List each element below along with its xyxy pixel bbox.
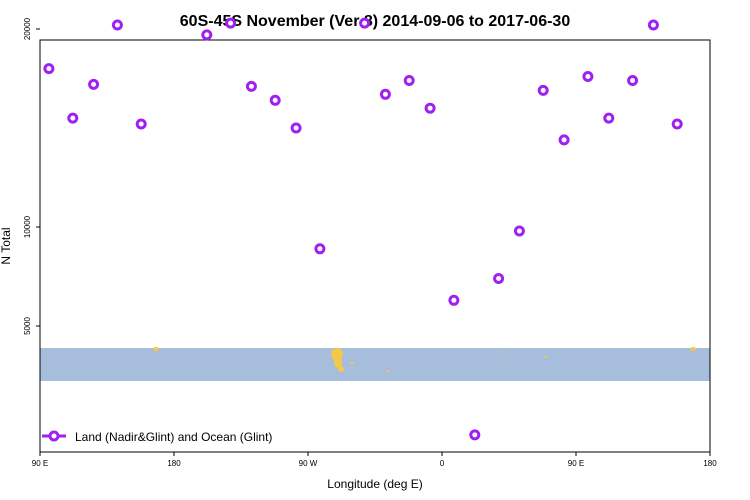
data-point [403,75,415,86]
legend-entry: Land (Nadir&Glint) and Ocean (Glint) [75,430,272,444]
data-point [424,102,436,114]
land-patch [386,370,390,372]
plot-area [39,17,711,453]
map-band [40,348,710,381]
x-tick-label: 180 [167,459,181,468]
plot-frame [39,39,711,453]
data-point [493,273,505,284]
land-patch [498,351,500,353]
data-point [269,94,281,106]
data-point [245,80,257,92]
land-patch [690,347,696,351]
data-point [379,88,391,100]
data-point [314,243,326,255]
land-masses [153,347,696,372]
data-point [537,84,549,96]
y-axis-label: N Total [0,227,13,264]
x-axis-label: Longitude (deg E) [327,477,422,491]
x-tick-label: 0 [440,459,445,468]
data-points [43,17,683,441]
data-point [135,118,147,130]
y-tick-label: 20000 [23,17,32,40]
chart-title: 60S-45S November (Ver 8) 2014-09-06 to 2… [180,13,571,30]
y-tick-label: 5000 [23,317,32,335]
data-point [111,19,123,31]
legend: Land (Nadir&Glint) and Ocean (Glint) [42,430,272,444]
land-patch [350,362,354,364]
data-point [582,71,594,82]
x-axis: 90 E 180 90 W 0 90 E 180 [32,452,717,468]
x-tick-label: 90 W [299,459,318,468]
data-point [290,122,302,134]
land-patch [334,356,342,368]
data-point [43,63,55,75]
legend-marker [48,430,60,442]
data-point [603,112,615,124]
data-point [225,17,237,29]
data-point [88,78,100,90]
land-patch [153,347,159,351]
data-point [627,75,639,86]
data-point [448,294,460,306]
x-tick-label: 90 E [32,459,48,468]
x-tick-label: 180 [703,459,717,468]
x-tick-label: 90 E [568,459,584,468]
data-point [513,225,525,237]
data-point [647,19,659,31]
data-point [469,429,481,441]
data-point [671,118,683,130]
data-point [359,17,371,29]
land-patch [338,366,344,372]
land-patch [544,356,548,358]
data-point [67,112,79,124]
data-point [558,134,570,146]
data-point [201,29,213,41]
y-axis: 5000 10000 20000 [23,17,40,335]
y-tick-label: 10000 [23,215,32,238]
